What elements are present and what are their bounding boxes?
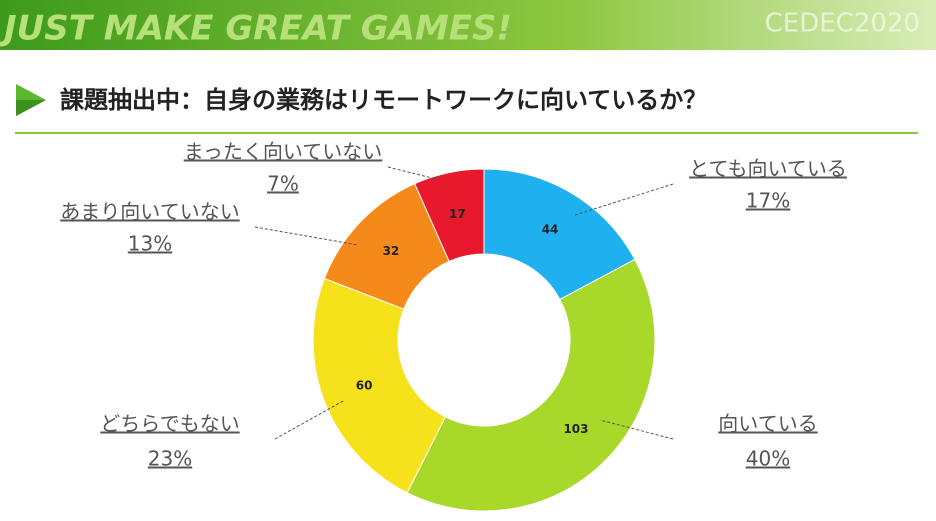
value-label: 60 xyxy=(356,379,373,393)
percent-label: 40% xyxy=(746,447,790,471)
category-label: とても向いている xyxy=(689,157,847,181)
value-label: 44 xyxy=(542,222,559,236)
category-label: あまり向いていない xyxy=(60,200,239,224)
leader-line xyxy=(254,226,359,246)
percent-label: 23% xyxy=(148,447,192,471)
slice xyxy=(312,277,447,494)
category-label: 向いている xyxy=(718,412,817,436)
slice xyxy=(406,258,656,512)
percent-label: 17% xyxy=(746,189,790,213)
chart-title: 課題抽出中：自身の業務はリモートワークに向いているか？ xyxy=(60,86,707,114)
percent-label: 7% xyxy=(267,172,299,196)
slice xyxy=(414,168,485,263)
category-label: まったく向いていない xyxy=(184,140,383,164)
title-icon-shade xyxy=(16,100,46,116)
leader-line xyxy=(599,419,674,440)
value-label: 17 xyxy=(449,207,466,221)
leader-line xyxy=(387,166,441,181)
logo: CEDEC2020 xyxy=(765,9,920,39)
leader-line xyxy=(274,399,346,440)
banner xyxy=(0,0,936,50)
leader-line xyxy=(574,183,674,216)
banner-text: JUST MAKE GREAT GAMES! xyxy=(0,9,512,49)
category-label: どちらでもない xyxy=(100,412,239,436)
value-label: 32 xyxy=(383,244,400,258)
value-label: 103 xyxy=(563,422,588,436)
percent-label: 13% xyxy=(128,232,172,256)
